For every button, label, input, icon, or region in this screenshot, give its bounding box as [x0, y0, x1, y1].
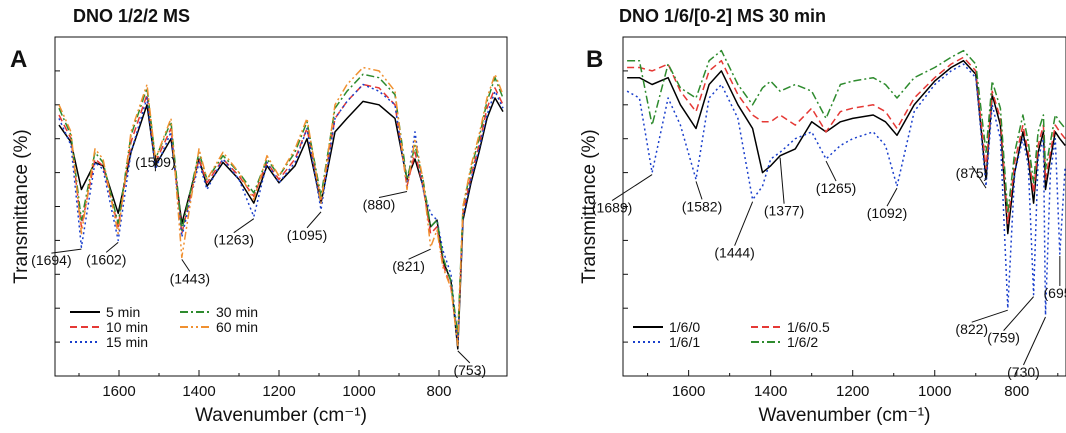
chart-title: DNO 1/2/2 MS: [73, 6, 191, 26]
legend-label: 1/6/1: [669, 334, 700, 350]
annotation-leader: [51, 248, 82, 254]
chart-title: DNO 1/6/[0-2] MS 30 min: [619, 6, 827, 26]
annotation-leader: [457, 350, 471, 364]
series-line: [58, 73, 504, 337]
annotation-label: (1444): [714, 245, 754, 261]
x-tick-label: 1400: [754, 383, 787, 400]
x-tick-label: 1200: [836, 383, 869, 400]
annotation-label: (730): [1007, 364, 1040, 380]
legend-label: 10 min: [106, 319, 148, 335]
legend-label: 1/6/0.5: [787, 319, 830, 335]
x-tick-label: 1000: [342, 383, 375, 400]
legend-label: 1/6/0: [669, 319, 700, 335]
legend-label: 60 min: [216, 319, 258, 335]
annotation-leader: [105, 242, 119, 253]
annotation-leader: [734, 201, 754, 246]
annotation-label: (1689): [592, 200, 632, 216]
legend-label: 30 min: [216, 304, 258, 320]
series-line: [627, 49, 1066, 215]
series-line: [58, 83, 504, 340]
annotation-label: (1509): [135, 154, 175, 170]
y-axis-label: Transmittance (%): [579, 129, 600, 284]
chart-panel-b: DNO 1/6/[0-2] MS 30 min B 1600 1400 1200 10…: [533, 0, 1066, 433]
annotation-leader: [611, 174, 653, 202]
annotation-label: (1602): [86, 251, 126, 267]
annotation-label: (753): [453, 362, 486, 378]
annotation-leader: [971, 165, 987, 189]
annotation-label: (1582): [682, 198, 722, 214]
annotation-leader: [233, 218, 255, 234]
series-line: [626, 63, 1066, 316]
annotation-leader: [971, 309, 1008, 323]
annotation-leader: [886, 187, 898, 207]
y-axis-label: Transmittance (%): [11, 129, 32, 284]
annotation-leader: [306, 211, 322, 229]
annotation-label: (1265): [816, 180, 856, 196]
legend-label: 15 min: [106, 334, 148, 350]
annotation-label: (695): [1044, 285, 1066, 301]
series-line: [627, 59, 1066, 235]
annotation-label: (821): [392, 258, 425, 274]
annotation-label: (1694): [31, 252, 71, 268]
annotation-leader: [408, 248, 431, 260]
x-tick-label: 1000: [918, 383, 951, 400]
chart-plot-a: 1600 1400 1200 1000 800 Wavenumber (cm⁻¹) Tran…: [11, 36, 508, 426]
annotation-leader: [181, 259, 191, 272]
annotation-label: (1263): [214, 232, 254, 248]
annotation-label: (875): [956, 165, 989, 181]
legend-label: 5 min: [106, 304, 140, 320]
annotation-leader: [1023, 316, 1046, 366]
chart-plot-b: 1600 1400 1200 1000 800 Wavenumber (cm⁻¹) Tran…: [579, 36, 1066, 426]
annotation-leader: [779, 157, 785, 204]
x-tick-label: 1600: [672, 383, 705, 400]
annotation-leader: [695, 181, 703, 200]
annotation-label: (759): [987, 330, 1020, 346]
panel-letter: B: [586, 46, 604, 73]
annotation-label: (1092): [867, 205, 907, 221]
x-tick-label: 1600: [102, 383, 135, 400]
annotation-label: (822): [955, 321, 988, 337]
x-tick-label: 1400: [182, 383, 215, 400]
annotation-leader: [825, 160, 837, 182]
series-line: [627, 56, 1066, 225]
chart-panel-a: DNO 1/2/2 MS A 1600 1400 1200 1000 800 Wavenu…: [10, 6, 508, 426]
x-axis-label: Wavenumber (cm⁻¹): [759, 405, 931, 426]
panel-letter: A: [10, 46, 28, 73]
annotation-label: (880): [363, 197, 396, 213]
x-axis-label: Wavenumber (cm⁻¹): [195, 405, 367, 426]
annotation-leader: [378, 191, 408, 199]
legend-label: 1/6/2: [787, 334, 818, 350]
annotation-label: (1095): [287, 227, 327, 243]
annotation-label: (1443): [170, 270, 210, 286]
x-tick-label: 800: [426, 383, 451, 400]
x-tick-label: 1200: [262, 383, 295, 400]
annotation-label: (1377): [764, 203, 804, 219]
annotation-leader: [1003, 296, 1034, 331]
x-tick-label: 800: [1004, 383, 1029, 400]
